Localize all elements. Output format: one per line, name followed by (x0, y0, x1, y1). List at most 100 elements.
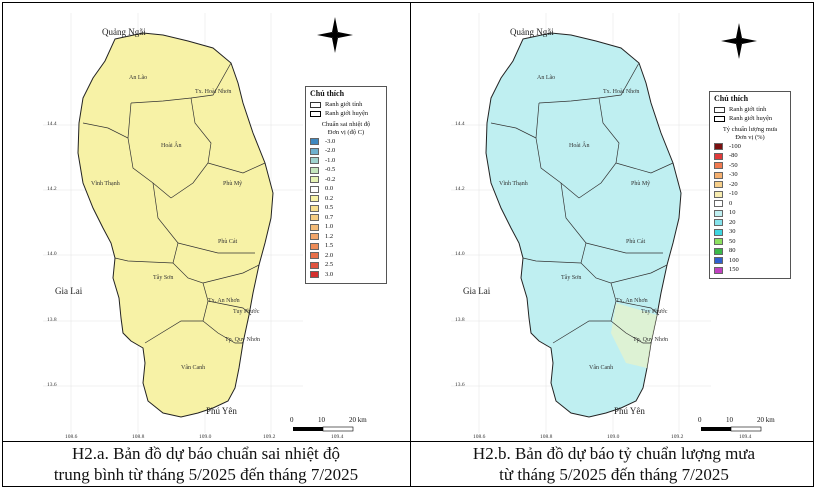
legend-variable: Tỷ chuẩn lượng mưa (722, 126, 778, 133)
legend-class-row: -80 (714, 152, 786, 162)
lat-tick: 13.6 (455, 382, 465, 388)
label-quang-ngai: Quảng Ngãi (102, 27, 146, 37)
label-phu-yen: Phú Yên (614, 406, 645, 416)
label-phu-cat: Phù Cát (626, 239, 646, 245)
scale-bar (701, 426, 762, 432)
legend-title: Chú thích (714, 94, 749, 103)
legend-class-row: -3.0 (310, 137, 382, 147)
class-label: -100 (729, 142, 741, 150)
class-swatch (714, 200, 723, 208)
legend-title: Chú thích (310, 89, 345, 98)
lon-tick: 109.2 (263, 434, 276, 440)
class-swatch (714, 171, 723, 179)
class-swatch (310, 157, 319, 165)
class-label: -20 (729, 180, 738, 188)
legend-temperature: Chú thích Ranh giới tỉnh Ranh giới huyện… (305, 86, 387, 284)
legend-label: Ranh giới huyện (325, 110, 369, 117)
legend-label: Ranh giới huyện (729, 115, 773, 122)
lat-tick: 14.2 (455, 186, 465, 192)
swatch (714, 107, 725, 113)
legend-province: Ranh giới tỉnh (714, 106, 786, 114)
map-panel-rainfall: Quảng Ngãi Gia Lai Phú Yên An Lão Tx. Ho… (411, 3, 817, 441)
legend-rainfall: Chú thích Ranh giới tỉnh Ranh giới huyện… (709, 91, 791, 279)
class-label: -10 (729, 190, 738, 198)
lon-tick: 108.6 (473, 434, 486, 440)
label-an-nhon: Tx. An Nhơn (208, 298, 240, 304)
lon-tick: 108.8 (132, 434, 145, 440)
label-phu-cat: Phù Cát (218, 239, 238, 245)
lat-tick: 14.4 (455, 121, 465, 127)
class-label: 20 (729, 218, 736, 226)
legend-unit: Đơn vị (%) (735, 134, 765, 141)
scale-label: 10 (726, 416, 733, 424)
label-quang-ngai: Quảng Ngãi (510, 27, 554, 37)
legend-class-row: 2.0 (310, 251, 382, 261)
lat-tick: 13.6 (47, 382, 57, 388)
class-swatch (310, 166, 319, 174)
class-label: 150 (729, 266, 739, 274)
class-label: 0.7 (325, 213, 334, 221)
map-svg-rainfall (451, 13, 762, 433)
legend-class-row: -30 (714, 171, 786, 181)
legend-class-row: -2.0 (310, 147, 382, 157)
legend-classes: -3.0 -2.0 -1.0 -0.5 -0.2 0.0 0.2 0.5 0.7 1.0 1.2 1.… (310, 137, 382, 280)
label-hoai-an: Hoài Ân (161, 143, 182, 149)
class-swatch (310, 261, 319, 269)
label-quy-nhon: Tp. Quy Nhơn (225, 337, 261, 343)
class-label: 0 (729, 199, 733, 207)
legend-class-row: -20 (714, 180, 786, 190)
legend-class-row: -50 (714, 161, 786, 171)
class-swatch (714, 162, 723, 170)
class-swatch (310, 233, 319, 241)
legend-class-row: -100 (714, 142, 786, 152)
class-swatch (310, 214, 319, 222)
class-swatch (714, 247, 723, 255)
class-label: 0.5 (325, 204, 334, 212)
class-label: 1.5 (325, 242, 334, 250)
class-label: -3.0 (325, 137, 336, 145)
class-label: 0.0 (325, 185, 334, 193)
class-swatch (310, 242, 319, 250)
caption-line: H2.a. Bản đồ dự báo chuẩn sai nhiệt độ (72, 444, 340, 463)
label-an-lao: An Lão (537, 75, 556, 81)
class-swatch (310, 223, 319, 231)
caption-line: H2.b. Bản đồ dự báo tỷ chuẩn lượng mưa (472, 444, 756, 463)
class-label: 100 (729, 256, 739, 264)
panel-divider (410, 3, 411, 486)
legend-class-row: -0.2 (310, 175, 382, 185)
class-label: 2.5 (325, 261, 334, 269)
legend-class-row: 100 (714, 256, 786, 266)
label-hoai-an: Hoài Ân (569, 143, 590, 149)
scale-bar (293, 426, 354, 432)
label-phu-yen: Phú Yên (206, 406, 237, 416)
class-label: -30 (729, 171, 738, 179)
class-swatch (310, 252, 319, 260)
legend-class-row: 1.2 (310, 232, 382, 242)
province-shape (485, 32, 682, 418)
legend-class-row: -1.0 (310, 156, 382, 166)
class-label: -0.2 (325, 175, 336, 183)
legend-class-row: 0.2 (310, 194, 382, 204)
low-anomaly-area (611, 303, 657, 368)
class-swatch (714, 209, 723, 217)
legend-class-row: 3.0 (310, 270, 382, 280)
lat-tick: 14.2 (47, 186, 57, 192)
label-van-canh: Vân Canh (181, 365, 206, 371)
class-label: -0.5 (325, 166, 336, 174)
class-label: 1.2 (325, 232, 334, 240)
label-hoai-nhon: Tx. Hoài Nhơn (195, 89, 232, 95)
label-an-lao: An Lão (129, 75, 148, 81)
lat-tick: 14.4 (47, 121, 57, 127)
legend-class-row: 1.0 (310, 223, 382, 233)
label-phu-my: Phù Mỹ (631, 181, 651, 187)
class-swatch (714, 152, 723, 160)
district-boundaries (490, 62, 674, 344)
caption-temperature: H2.a. Bản đồ dự báo chuẩn sai nhiệt độ t… (3, 443, 409, 485)
legend-class-row: 10 (714, 209, 786, 219)
label-tay-son: Tây Sơn (561, 275, 582, 281)
legend-label: Ranh giới tỉnh (729, 106, 767, 113)
caption-rainfall: H2.b. Bản đồ dự báo tỷ chuẩn lượng mưa t… (411, 443, 817, 485)
lon-tick: 109.4 (331, 434, 344, 440)
legend-class-row: 20 (714, 218, 786, 228)
